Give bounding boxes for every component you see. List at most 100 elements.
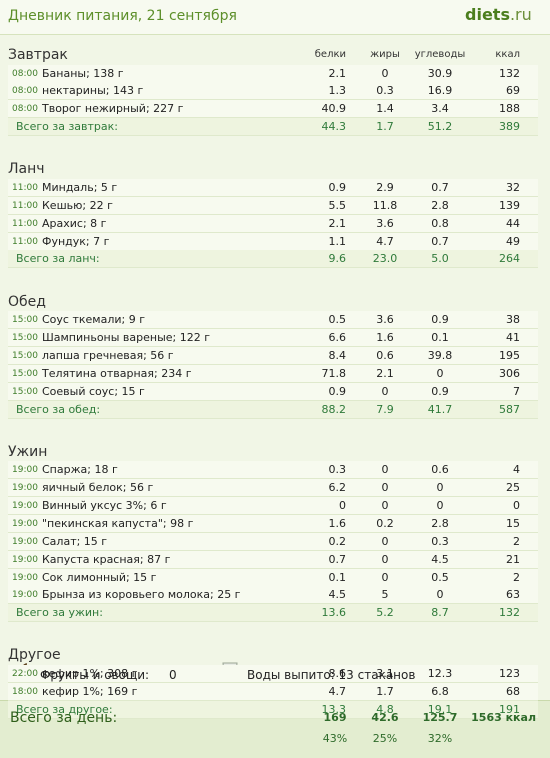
nutrient-value: 0 [381, 498, 389, 512]
nutrient-value: 8.4 [328, 348, 347, 362]
nutrient-value: 2.8 [431, 516, 449, 530]
time: 15:00 [12, 315, 38, 325]
nutrient-value: 306 [499, 366, 520, 380]
food-row [8, 568, 538, 587]
total-label: Всего за обед: [16, 402, 101, 416]
nutrient-value: 5.5 [328, 198, 347, 212]
nutrient-value: 0.3 [376, 84, 394, 98]
time: 19:00 [12, 483, 38, 493]
nutrient-value: 0 [436, 481, 444, 494]
total-value: 132 [499, 606, 520, 620]
nutrient-value: 0.9 [431, 313, 449, 326]
food-row [8, 479, 538, 497]
nutrient-value: 2 [513, 534, 520, 548]
nutrient-value: 132 [499, 66, 520, 80]
nutrient-value: 0.3 [328, 463, 347, 477]
total-value: 5.0 [431, 252, 449, 266]
food-row [8, 214, 538, 233]
total-label: Всего за ужин: [16, 606, 103, 620]
total-value: 13.6 [321, 606, 347, 620]
total-value: 587 [499, 402, 520, 416]
food-row [8, 586, 538, 605]
nutrient-value: 6.6 [328, 330, 347, 344]
food-name: Бананы; 138 г [42, 66, 124, 80]
food-name: Винный уксус 3%; 6 г [42, 498, 167, 512]
column-header: белки [314, 49, 346, 60]
total-value: 9.6 [328, 252, 347, 266]
nutrient-value: 1.6 [328, 516, 347, 530]
logo[interactable]: diets.ru [465, 6, 532, 24]
nutrient-value: 0.9 [328, 180, 347, 194]
food-name: Фундук; 7 г [42, 234, 110, 248]
nutrient-value: 0 [513, 498, 520, 512]
food-name: нектарины; 143 г [42, 84, 144, 98]
nutrient-value: 2.1 [328, 216, 347, 230]
total-value: 264 [499, 252, 520, 266]
nutrient-value: 44 [506, 216, 520, 230]
nutrient-value: 0 [436, 366, 444, 380]
nutrient-value: 4.5 [431, 552, 449, 566]
food-row [8, 328, 538, 347]
section-title: Ужин [8, 443, 48, 460]
nutrient-value: 69 [506, 84, 520, 98]
total-value: 44.3 [321, 120, 347, 134]
nutrient-value: 12.3 [427, 666, 453, 680]
food-name: Соевый соус; 15 г [42, 384, 145, 398]
nutrient-value: 123 [499, 666, 520, 680]
nutrient-value: 0.1 [431, 330, 449, 344]
nutrient-value: 71.8 [321, 366, 347, 380]
time: 19:00 [12, 518, 38, 529]
day-total-value: 1563 ккал [471, 711, 536, 724]
nutrient-value: 0.3 [431, 534, 449, 548]
food-name: лапша гречневая; 56 г [42, 348, 174, 362]
time: 08:00 [12, 86, 38, 97]
nutrient-value: 2.1 [376, 366, 394, 380]
nutrient-value: 0.6 [376, 348, 394, 362]
time: 19:00 [12, 465, 38, 476]
nutrient-value: 0.5 [328, 313, 347, 326]
food-name: Миндаль; 5 г [42, 180, 118, 194]
fruits-label: Фрукты и овощи: [40, 668, 150, 682]
column-header: углеводы [414, 49, 466, 60]
nutrient-value: 39.8 [427, 348, 453, 362]
time: 11:00 [12, 182, 38, 193]
food-row [8, 64, 538, 83]
food-name: Спаржа; 18 г [42, 463, 118, 477]
total-value: 41.7 [427, 402, 453, 416]
nutrient-value: 8.6 [328, 666, 347, 680]
total-row [8, 700, 538, 719]
nutrient-value: 4.5 [328, 588, 347, 602]
total-value: 1.7 [376, 120, 394, 134]
food-name: Брынза из коровьего молока; 25 г [42, 588, 241, 602]
food-name: кефир 1%; 308 г [42, 666, 138, 680]
nutrient-value: 2.1 [328, 66, 347, 80]
nutrient-value: 30.9 [427, 66, 453, 80]
total-row [8, 118, 538, 137]
total-value: 8.7 [431, 606, 449, 620]
nutrient-value: 0.7 [328, 552, 347, 566]
food-name: Арахис; 8 г [42, 216, 107, 230]
logo-text: diets [465, 5, 510, 24]
nutrient-value: 0 [381, 534, 389, 548]
food-row [8, 461, 538, 480]
nutrient-value: 195 [499, 348, 520, 362]
section-title: Завтрак [8, 47, 68, 63]
total-label: Всего за другое: [16, 702, 113, 716]
time: 18:00 [12, 686, 38, 697]
day-total-label: Всего за день: [10, 710, 118, 726]
nutrient-value: 0.8 [431, 216, 449, 230]
nutrient-value: 4.7 [376, 234, 394, 248]
total-row [8, 604, 538, 623]
time: 19:00 [12, 554, 38, 565]
nutrient-value: 0 [381, 384, 389, 398]
nutrient-value: 139 [499, 198, 520, 212]
nutrient-value: 6.2 [328, 481, 347, 494]
water-text: Воды выпито: 13 стаканов [247, 668, 416, 682]
section-title: Другое [8, 647, 61, 664]
total-value: 4.8 [376, 702, 394, 716]
time: 15:00 [12, 350, 38, 361]
nutrient-value: 0 [381, 481, 389, 494]
nutrient-value: 0.5 [431, 570, 449, 584]
nutrient-value: 7 [513, 384, 520, 398]
nutrient-value: 0.7 [431, 234, 449, 248]
